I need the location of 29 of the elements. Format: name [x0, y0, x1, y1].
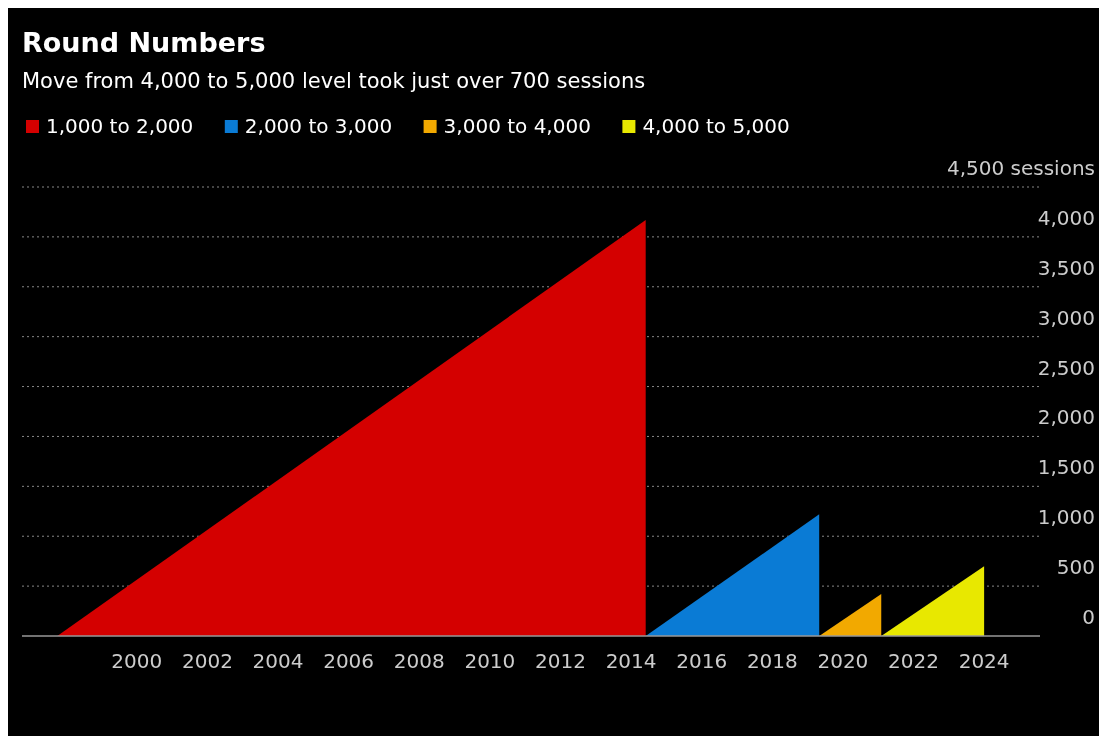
- legend-label: 1,000 to 2,000: [46, 114, 194, 138]
- y-tick-label: 4,500 sessions: [946, 156, 1095, 180]
- x-tick-label: 2024: [958, 649, 1010, 673]
- y-tick-label: 500: [1056, 555, 1095, 580]
- x-tick-label: 2020: [817, 649, 869, 673]
- legend-label: 4,000 to 5,000: [642, 114, 790, 138]
- x-tick-label: 2000: [111, 649, 163, 673]
- chart-subtitle: Move from 4,000 to 5,000 level took just over 700 sessions: [22, 69, 646, 93]
- y-tick-label: 0: [1082, 605, 1095, 629]
- legend-label: 3,000 to 4,000: [443, 114, 591, 138]
- y-tick-label: 1,000: [1037, 505, 1095, 530]
- x-tick-label: 2006: [323, 649, 375, 673]
- y-tick-label: 2,500: [1037, 355, 1095, 380]
- x-tick-label: 2002: [181, 649, 233, 673]
- chart-title: Round Numbers: [22, 27, 266, 58]
- x-tick-label: 2012: [534, 649, 586, 673]
- x-tick-label: 2010: [464, 649, 516, 673]
- x-tick-label: 2008: [393, 649, 445, 673]
- y-tick-label: 2,000: [1037, 405, 1095, 430]
- x-tick-label: 2022: [888, 649, 940, 673]
- y-tick-label: 1,500: [1037, 455, 1095, 480]
- y-tick-label: 3,500: [1037, 255, 1095, 280]
- x-tick-label: 2018: [746, 649, 798, 673]
- legend-label: 2,000 to 3,000: [244, 114, 393, 138]
- x-tick-label: 2004: [252, 649, 304, 673]
- y-tick-label: 4,000: [1037, 205, 1095, 230]
- y-tick-label: 3,000: [1037, 305, 1095, 330]
- x-tick-label: 2014: [605, 649, 657, 673]
- x-tick-label: 2016: [676, 649, 728, 673]
